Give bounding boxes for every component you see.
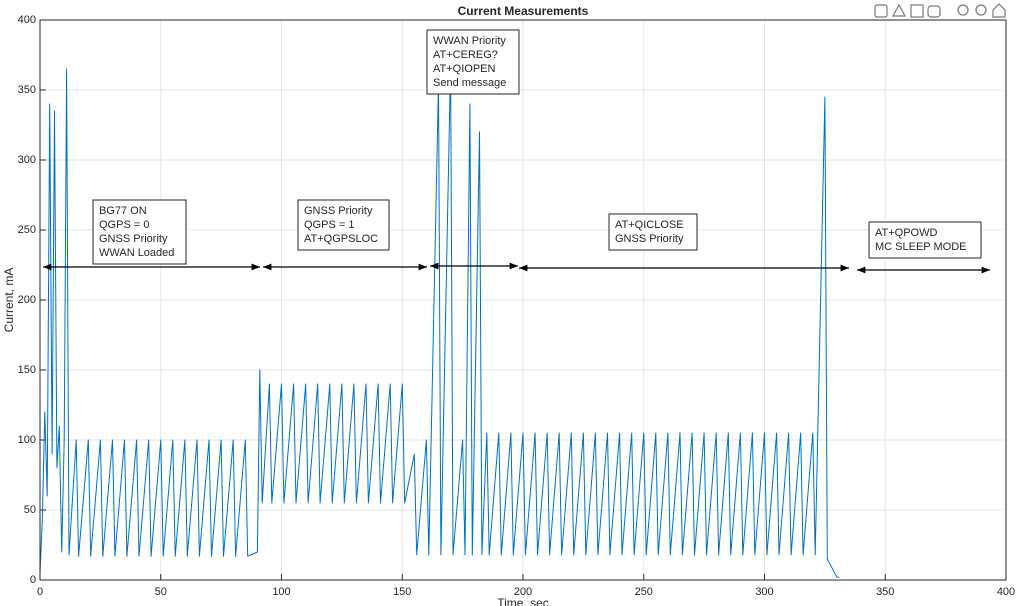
chart-title: Current Measurements: [458, 4, 589, 18]
x-tick-label: 150: [393, 586, 411, 598]
x-tick-label: 100: [272, 586, 290, 598]
tool-icon[interactable]: [910, 4, 924, 18]
data-line: [39, 61, 840, 578]
y-axis-label: Current, mA: [2, 268, 16, 333]
annotation-text: GNSS Priority: [99, 233, 168, 245]
toolbar: [874, 3, 1006, 18]
annotation-text: AT+QGPSLOC: [304, 233, 378, 245]
annotation-text: GNSS Priority: [304, 205, 373, 217]
annotation-text: QGPS = 0: [99, 219, 149, 231]
annotation: GNSS Priority QGPS = 1 AT+QGPSLOC: [297, 199, 390, 251]
y-tick-label: 100: [18, 434, 36, 446]
x-tick-label: 50: [155, 586, 167, 598]
x-tick-label: 350: [876, 586, 894, 598]
tool-icon[interactable]: [957, 4, 969, 16]
annotation-text: BG77 ON: [99, 205, 147, 217]
annotation-box: [92, 199, 187, 265]
y-tick-label: 50: [24, 504, 36, 516]
x-tick-label: 400: [997, 586, 1015, 598]
tool-icon[interactable]: [975, 4, 987, 16]
annotation-text: GNSS Priority: [615, 233, 684, 245]
y-tick-label: 250: [18, 224, 36, 236]
annotation-box: [426, 29, 520, 95]
annotation-text: QGPS = 1: [304, 219, 354, 231]
axes-box: [39, 19, 1007, 581]
annotation-text: AT+QIOPEN: [433, 63, 496, 75]
annotations: BG77 ON QGPS = 0 GNSS Priority WWAN Loaded G…: [92, 29, 982, 265]
annotation-box: [608, 213, 698, 251]
x-tick-label: 200: [514, 586, 532, 598]
plot: [39, 61, 840, 578]
annotation-text: MC SLEEP MODE: [875, 241, 967, 253]
x-axis-label: Time, sec: [497, 596, 549, 606]
annotation-text: AT+CEREG?: [433, 49, 498, 61]
y-tick-label: 0: [30, 574, 36, 586]
annotation: BG77 ON QGPS = 0 GNSS Priority WWAN Loaded: [92, 199, 187, 265]
annotation-box: [868, 221, 982, 259]
tool-icon[interactable]: [891, 3, 907, 17]
y-tick-label: 400: [18, 14, 36, 26]
x-tick-label: 0: [37, 586, 43, 598]
tool-icon[interactable]: [927, 5, 941, 18]
arrows: [43, 262, 990, 274]
annotation-text: Send message: [433, 77, 506, 89]
annotation: AT+QPOWD MC SLEEP MODE: [868, 221, 982, 259]
y-tick-label: 300: [18, 154, 36, 166]
x-tick-label: 300: [755, 586, 773, 598]
tool-icon[interactable]: [992, 3, 1006, 18]
annotation-text: AT+QPOWD: [875, 227, 937, 239]
tool-icon[interactable]: [874, 4, 888, 18]
y-tick-label: 150: [18, 364, 36, 376]
annotation-text: WWAN Priority: [433, 35, 506, 47]
annotation-text: WWAN Loaded: [99, 247, 174, 259]
annotation: AT+QICLOSE GNSS Priority: [608, 213, 698, 251]
x-tick-label: 250: [635, 586, 653, 598]
annotation-box: [297, 199, 390, 251]
annotation-text: AT+QICLOSE: [615, 219, 684, 231]
y-tick-label: 200: [18, 294, 36, 306]
y-tick-label: 350: [18, 84, 36, 96]
annotation: WWAN Priority AT+CEREG? AT+QIOPEN Send mess…: [426, 29, 520, 95]
